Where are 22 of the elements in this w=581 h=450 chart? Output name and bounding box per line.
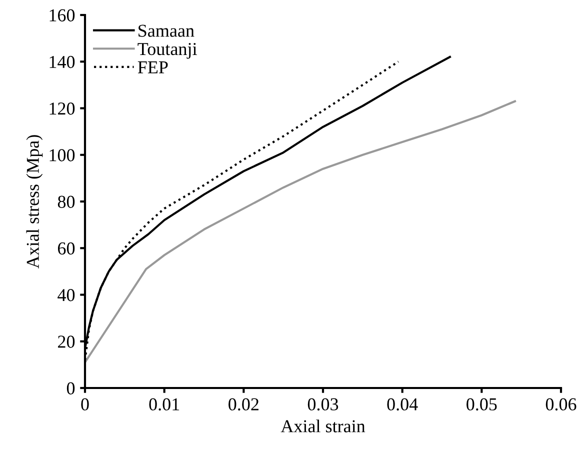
- x-tick-label: 0.05: [466, 398, 497, 411]
- legend-label: Toutanji: [138, 43, 197, 59]
- x-tick-label: 0.06: [546, 398, 576, 411]
- line-series: [85, 100, 516, 364]
- y-tick-label: 0: [66, 382, 75, 394]
- x-tick-label: 0.03: [308, 398, 338, 411]
- x-tick-label: 0: [81, 398, 89, 410]
- legend-label: FEP: [138, 61, 168, 74]
- y-tick-label: 60: [58, 242, 75, 255]
- y-axis-title: Axial stress (Mpa): [26, 135, 43, 269]
- x-axis-title: Axial strain: [280, 420, 366, 432]
- y-tick-label: 100: [50, 149, 75, 162]
- y-tick-label: 160: [50, 9, 75, 22]
- y-tick-label: 40: [58, 289, 75, 302]
- x-tick-label: 0.04: [387, 398, 418, 411]
- x-tick-label: 0.02: [228, 398, 258, 411]
- y-tick-label: 20: [58, 336, 75, 348]
- y-tick-label: 140: [50, 56, 75, 68]
- x-tick-label: 0.01: [149, 398, 180, 411]
- y-tick-label: 80: [58, 196, 75, 208]
- legend-label: Samaan: [138, 24, 194, 37]
- y-tick-label: 120: [50, 102, 75, 115]
